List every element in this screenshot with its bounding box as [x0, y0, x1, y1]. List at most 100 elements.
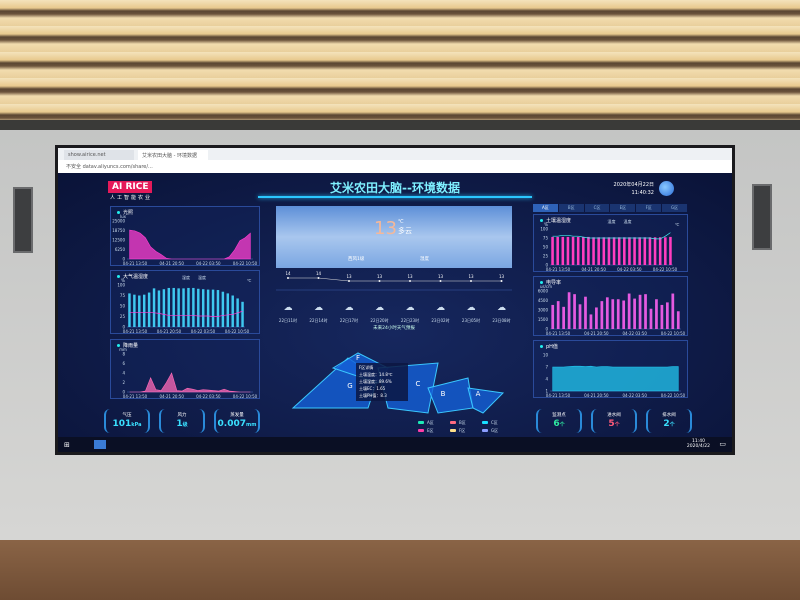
tooltip-line: 土壤温度：14.8℃	[359, 371, 393, 377]
cloud-sun-icon: ☁	[436, 303, 445, 313]
y2-unit: ℃	[675, 222, 680, 227]
address-bar[interactable]: 不安全 datav.aliyuncs.com/share/...	[58, 160, 732, 173]
bar	[231, 295, 234, 327]
panel-title: 电导率	[540, 279, 561, 286]
x-tick: 04-22 03:50	[196, 261, 221, 266]
zone-tab[interactable]: C区	[584, 204, 611, 212]
bar	[566, 236, 570, 265]
map-zone-B[interactable]	[427, 377, 474, 414]
forecast-hour: 22日20时	[370, 317, 388, 323]
panel-title: 大气温湿度	[117, 273, 148, 280]
temp-unit: ℃	[398, 219, 404, 225]
bar	[561, 236, 565, 265]
zone-label: G	[347, 382, 352, 390]
forecast-hour: 22日23时	[401, 317, 419, 323]
y-tick: 6000	[538, 289, 549, 294]
weather-globe-icon	[659, 181, 674, 196]
stat-2: 蒸发量 0.007mm	[214, 409, 260, 433]
y-tick: 0	[122, 257, 125, 262]
bar	[612, 237, 616, 265]
dashboard: AI RICE 人工智能农业 艾米农田大脑--环境数据 2020年04月22日 1…	[58, 173, 732, 441]
bar	[602, 237, 606, 265]
taskbar-clock[interactable]: 11:40 2020/4/22	[687, 439, 710, 449]
legend-label: G区	[491, 428, 498, 433]
y-tick: 100	[117, 283, 125, 288]
bar	[567, 292, 571, 329]
cloud-sun-icon: ☁	[345, 303, 354, 313]
y-tick: 0	[545, 327, 548, 332]
stat-1: 风力 1级	[159, 409, 205, 433]
x-tick: 04-22 03:50	[622, 331, 647, 336]
notification-icon[interactable]: ▭	[719, 440, 726, 448]
y-unit: mm	[119, 347, 127, 352]
bar	[562, 306, 566, 329]
ceiling-beam	[0, 120, 800, 130]
zone-tab[interactable]: B区	[558, 204, 585, 212]
clock-date: 2020/4/22	[686, 444, 710, 449]
light-chart: lux 0 6250 12500 18750 25000 04-21 13:50 04-21 …	[112, 214, 257, 266]
forecast-hour: 23日05时	[462, 317, 480, 323]
forecast-hour: 23日08时	[492, 317, 510, 323]
bar	[669, 236, 672, 265]
bar	[172, 287, 175, 327]
cloud-sun-icon: ☁	[284, 303, 293, 313]
bar	[643, 237, 647, 265]
bar	[633, 237, 636, 265]
y-tick: 75	[543, 236, 549, 241]
air-chart: % ℃ 0 25 50 75 100 04-21 13:50 04-21 20:50 04-22 …	[117, 274, 251, 334]
bar	[192, 287, 195, 327]
bar	[157, 290, 161, 327]
browser-tab[interactable]: show.airice.net	[64, 150, 134, 160]
stat-label: 气压	[122, 413, 132, 418]
bar	[241, 301, 244, 327]
bar	[556, 301, 560, 329]
zone-label: F	[356, 354, 360, 362]
x-tick: 04-21 13:50	[546, 331, 571, 336]
x-tick: 04-22 10:50	[225, 329, 250, 334]
bar	[665, 302, 669, 329]
bar	[644, 294, 647, 329]
ph-chart: 1 4 7 10 04-21 13:50 04-21 20:50 04-22 03:50 04…	[543, 353, 686, 399]
y-tick: 75	[120, 293, 126, 298]
map-zone-A[interactable]	[467, 387, 505, 414]
y-unit: %	[121, 278, 125, 283]
air-panel: 大气温湿度% ℃ 0 25 50 75 100 04-21 13:50 04-21 20:50 0…	[110, 270, 260, 334]
panel-title: pH值	[540, 343, 558, 350]
y-unit: %	[544, 222, 548, 227]
bar	[595, 307, 598, 329]
area-series	[552, 365, 679, 392]
x-tick: 04-22 10:50	[233, 394, 258, 399]
windows-start-icon[interactable]: ⊞	[64, 441, 70, 449]
zone-tab[interactable]: A区	[533, 204, 559, 212]
zone-tab[interactable]: E区	[610, 204, 637, 212]
bar	[648, 237, 652, 265]
bar	[576, 236, 580, 265]
line-series	[129, 310, 243, 317]
y-tick: 0	[122, 390, 125, 395]
legend-label: B区	[459, 420, 466, 425]
legend-item: 湿度	[182, 274, 190, 280]
x-tick: 04-21 20:50	[584, 393, 609, 398]
stat-label: 监测点	[552, 413, 566, 418]
title-underline	[258, 196, 532, 198]
bar	[628, 237, 631, 265]
y-tick: 6	[122, 361, 125, 366]
panel-title: 土壤温湿度	[540, 217, 571, 224]
ec-panel: 电导率 us/cm 0 1500 3000 4500 6000 04-21 13:50 04-2…	[533, 276, 688, 336]
bar	[592, 237, 595, 265]
zone-tab[interactable]: G区	[662, 204, 688, 212]
stat-unit: 级	[182, 422, 188, 428]
zone-tab[interactable]: F区	[636, 204, 663, 212]
y-tick: 1	[545, 389, 548, 394]
legend-label: C区	[491, 420, 498, 425]
legend-item: 湿度	[608, 218, 616, 224]
soil-panel: 土壤温湿度% ℃ 0 25 50 75 100 04-21 13:50 04-21 20:50 0…	[533, 214, 688, 272]
browser-taskbar-icon[interactable]	[94, 440, 106, 449]
panel-title: 降雨量	[117, 342, 138, 349]
legend-swatch	[450, 421, 456, 424]
y-tick: 4500	[538, 298, 549, 303]
y-tick: 6250	[115, 247, 126, 252]
bar	[221, 291, 225, 327]
legend-label: E区	[427, 428, 434, 433]
browser-tab-active[interactable]: 艾米农田大脑 - 环境数据	[138, 150, 208, 160]
